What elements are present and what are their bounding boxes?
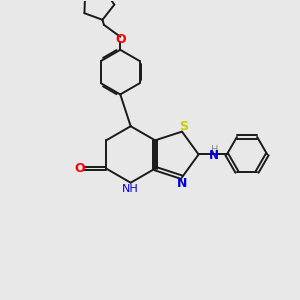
Text: H: H	[211, 145, 219, 155]
Text: S: S	[179, 120, 188, 133]
Text: N: N	[177, 177, 187, 190]
Text: O: O	[74, 162, 85, 175]
Text: O: O	[116, 33, 126, 46]
Text: N: N	[209, 148, 219, 162]
Text: NH: NH	[122, 184, 139, 194]
